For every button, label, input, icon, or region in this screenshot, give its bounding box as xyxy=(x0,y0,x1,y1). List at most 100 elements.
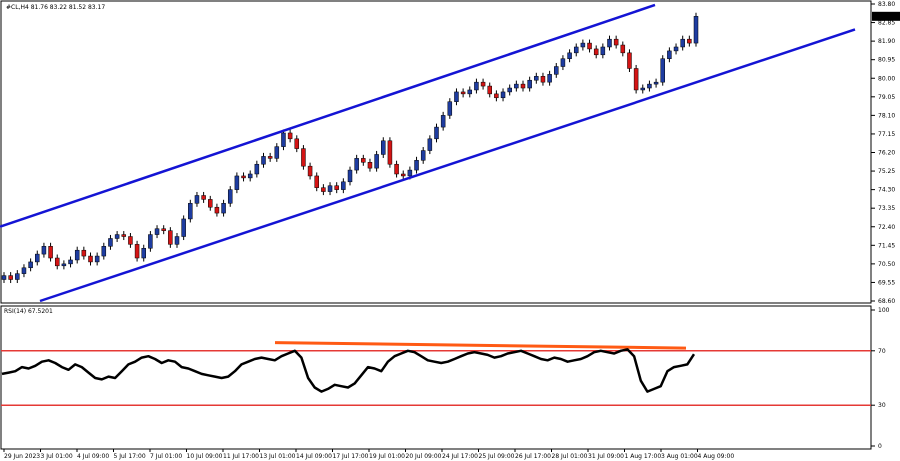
candle-body xyxy=(480,81,486,87)
time-tick-label: 13 Jul 01:00 xyxy=(260,453,296,460)
candle-body xyxy=(660,58,665,83)
time-tick-label: 7 Jul 01:00 xyxy=(150,453,182,460)
candle-body xyxy=(354,158,359,171)
candle-body xyxy=(600,46,606,56)
candle-body xyxy=(267,156,273,159)
candle-body xyxy=(374,154,379,169)
candle-body xyxy=(494,93,499,99)
candle-body xyxy=(261,156,266,165)
candle-body xyxy=(647,83,652,89)
candle-body xyxy=(181,218,186,237)
rsi-panel xyxy=(0,305,872,450)
candle-body xyxy=(567,52,572,59)
candle-body xyxy=(341,181,346,190)
price-tick-label: 77.15 xyxy=(878,131,895,138)
candle-body xyxy=(580,42,586,48)
time-tick-label: 26 Jul 17:00 xyxy=(515,453,551,460)
price-channel xyxy=(0,3,856,303)
price-tick-label: 75.25 xyxy=(878,168,895,175)
candle-body xyxy=(487,85,492,95)
candle-body xyxy=(294,138,300,149)
candle-body xyxy=(467,89,473,95)
candle-body xyxy=(394,163,399,175)
price-badge-label: 83.17 xyxy=(875,13,892,20)
rsi-tick-label: 100 xyxy=(878,307,890,314)
time-tick-label: 14 Jul 09:00 xyxy=(296,453,332,460)
candle-body xyxy=(593,48,599,56)
price-tick-label: 71.45 xyxy=(878,242,895,249)
candle-body xyxy=(54,257,60,267)
candle-body xyxy=(247,173,253,179)
candle-body xyxy=(88,255,93,263)
candle-body xyxy=(41,246,47,255)
time-tick-label: 31 Jul 09:00 xyxy=(588,453,624,460)
candle-body xyxy=(254,163,260,175)
candle-body xyxy=(148,234,153,249)
rsi-line xyxy=(1,348,696,393)
price-tick-label: 74.30 xyxy=(878,187,895,194)
time-tick-label: 4 Jul 09:00 xyxy=(77,453,109,460)
time-tick-label: 24 Jul 17:00 xyxy=(442,453,478,460)
candle-body xyxy=(434,126,439,140)
time-tick-label: 25 Jul 09:00 xyxy=(479,453,515,460)
candle-body xyxy=(560,58,566,67)
candle-body xyxy=(1,275,7,280)
rsi-tick-label: 30 xyxy=(878,402,886,409)
candle-body xyxy=(547,74,552,83)
candle-body xyxy=(400,173,406,177)
candle-body xyxy=(414,160,419,171)
candle-body xyxy=(407,169,413,177)
candle-body xyxy=(514,83,519,89)
price-tick-label: 72.40 xyxy=(878,224,895,231)
candle-body xyxy=(500,91,506,99)
candle-body xyxy=(520,83,526,89)
candle-body xyxy=(347,169,353,183)
candle-body xyxy=(168,230,173,245)
time-tick-label: 10 Jul 09:00 xyxy=(187,453,223,460)
time-tick-label: 11 Jul 17:00 xyxy=(223,453,259,460)
channel-lower-line xyxy=(39,28,856,303)
candle-body xyxy=(214,206,220,214)
rsi-tick-label: 70 xyxy=(878,348,886,355)
rsi-panel-header: RSI(14) 67.5201 xyxy=(4,308,53,315)
time-tick-label: 3 Aug 01:00 xyxy=(661,453,698,460)
price-badge-box xyxy=(872,11,900,21)
candle-body xyxy=(301,148,306,167)
time-tick-label: 28 Jul 01:00 xyxy=(552,453,588,460)
price-tick-label: 81.90 xyxy=(878,38,895,45)
candle-body xyxy=(454,91,459,102)
time-tick-label: 5 Jul 17:00 xyxy=(114,453,146,460)
candle-body xyxy=(693,16,699,44)
candle-body xyxy=(68,259,73,265)
candle-body xyxy=(687,38,692,44)
candle-body xyxy=(440,115,446,128)
candle-body xyxy=(61,263,67,267)
candle-body xyxy=(74,249,80,261)
candle-body xyxy=(607,38,612,48)
candles xyxy=(1,12,699,284)
candle-body xyxy=(94,255,100,263)
candle-body xyxy=(234,175,240,190)
candle-body xyxy=(653,81,659,85)
candle-body xyxy=(101,246,107,257)
price-tick-label: 83.80 xyxy=(878,1,895,8)
candle-body xyxy=(534,76,539,81)
candle-body xyxy=(613,38,619,46)
rsi-polyline xyxy=(1,348,696,393)
candle-body xyxy=(673,46,679,52)
rsi-axis: 0 30 70 100 xyxy=(871,307,890,450)
candle-body xyxy=(460,91,466,95)
candle-body xyxy=(620,44,626,54)
candle-body xyxy=(188,203,193,220)
candle-body xyxy=(474,81,479,91)
candle-body xyxy=(174,236,180,245)
price-tick-label: 78.10 xyxy=(878,112,895,119)
candle-body xyxy=(121,234,127,237)
candle-body xyxy=(321,187,326,192)
candle-body xyxy=(633,68,639,91)
time-tick-label: 20 Jul 09:00 xyxy=(406,453,442,460)
candle-body xyxy=(381,140,386,155)
candle-body xyxy=(554,66,559,75)
candle-body xyxy=(141,247,146,259)
price-tick-label: 68.60 xyxy=(878,298,895,305)
